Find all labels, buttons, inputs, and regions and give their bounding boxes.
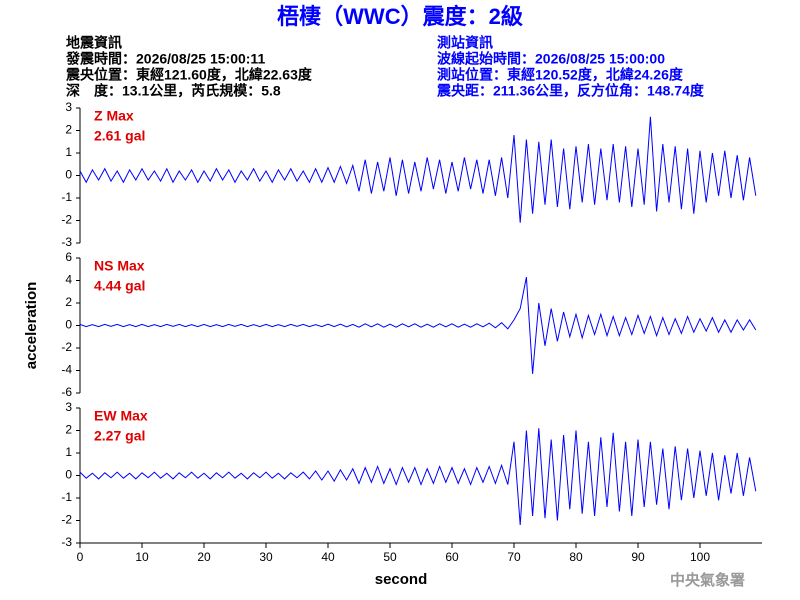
annotation: EW Max bbox=[94, 408, 148, 424]
x-tick-label: 0 bbox=[77, 550, 84, 564]
waveform bbox=[79, 428, 757, 526]
y-tick-label: -4 bbox=[61, 363, 72, 377]
info-line: 地震資訊 bbox=[66, 35, 122, 51]
y-tick-label: -2 bbox=[61, 340, 72, 354]
y-tick-label: 4 bbox=[65, 273, 72, 287]
y-tick-label: 6 bbox=[65, 250, 72, 264]
annotation: NS Max bbox=[94, 258, 145, 274]
x-tick-label: 20 bbox=[197, 550, 211, 564]
info-line: 震央距：211.36公里，反方位角：148.74度 bbox=[436, 83, 705, 99]
x-tick-label: 70 bbox=[507, 550, 521, 564]
info-line: 發震時間：2026/08/25 15:00:11 bbox=[65, 51, 265, 67]
x-tick-label: 50 bbox=[383, 550, 397, 564]
annotation: 2.27 gal bbox=[94, 428, 145, 444]
y-tick-label: -6 bbox=[61, 385, 72, 399]
waveform bbox=[79, 116, 757, 223]
y-tick-label: -2 bbox=[61, 213, 72, 227]
x-tick-label: 90 bbox=[631, 550, 645, 564]
annotation: 4.44 gal bbox=[94, 278, 145, 294]
y-tick-label: -3 bbox=[61, 535, 72, 549]
y-tick-label: -2 bbox=[61, 513, 72, 527]
y-tick-label: -3 bbox=[61, 235, 72, 249]
y-tick-label: -1 bbox=[61, 190, 72, 204]
y-tick-label: 0 bbox=[65, 468, 72, 482]
y-tick-label: 2 bbox=[65, 423, 72, 437]
y-tick-label: 0 bbox=[65, 318, 72, 332]
x-tick-label: 40 bbox=[321, 550, 335, 564]
waveform bbox=[79, 277, 757, 374]
x-tick-label: 30 bbox=[259, 550, 273, 564]
info-line: 測站位置：東經120.52度，北緯24.26度 bbox=[437, 67, 684, 83]
annotation: Z Max bbox=[94, 108, 134, 124]
info-line: 震央位置：東經121.60度，北緯22.63度 bbox=[65, 67, 313, 83]
y-tick-label: 3 bbox=[65, 400, 72, 414]
info-line: 波線起始時間：2026/08/25 15:00:00 bbox=[437, 51, 665, 67]
x-tick-label: 80 bbox=[569, 550, 583, 564]
y-tick-label: -1 bbox=[61, 490, 72, 504]
y-tick-label: 3 bbox=[65, 100, 72, 114]
y-axis-label: acceleration bbox=[23, 282, 40, 370]
y-tick-label: 0 bbox=[65, 168, 72, 182]
x-tick-label: 60 bbox=[445, 550, 459, 564]
y-tick-label: 1 bbox=[65, 145, 72, 159]
annotation: 2.61 gal bbox=[94, 128, 145, 144]
info-line: 深 度：13.1公里，芮氏規模：5.8 bbox=[66, 83, 281, 99]
footer: 中央氣象署 bbox=[670, 571, 745, 589]
x-tick-label: 10 bbox=[135, 550, 149, 564]
x-axis-label: second bbox=[375, 571, 428, 588]
chart-title: 梧棲（WWC）震度：2級 bbox=[277, 4, 523, 29]
y-tick-label: 1 bbox=[65, 445, 72, 459]
y-tick-label: 2 bbox=[65, 123, 72, 137]
info-line: 測站資訊 bbox=[437, 35, 493, 51]
y-tick-label: 2 bbox=[65, 295, 72, 309]
x-tick-label: 100 bbox=[690, 550, 710, 564]
